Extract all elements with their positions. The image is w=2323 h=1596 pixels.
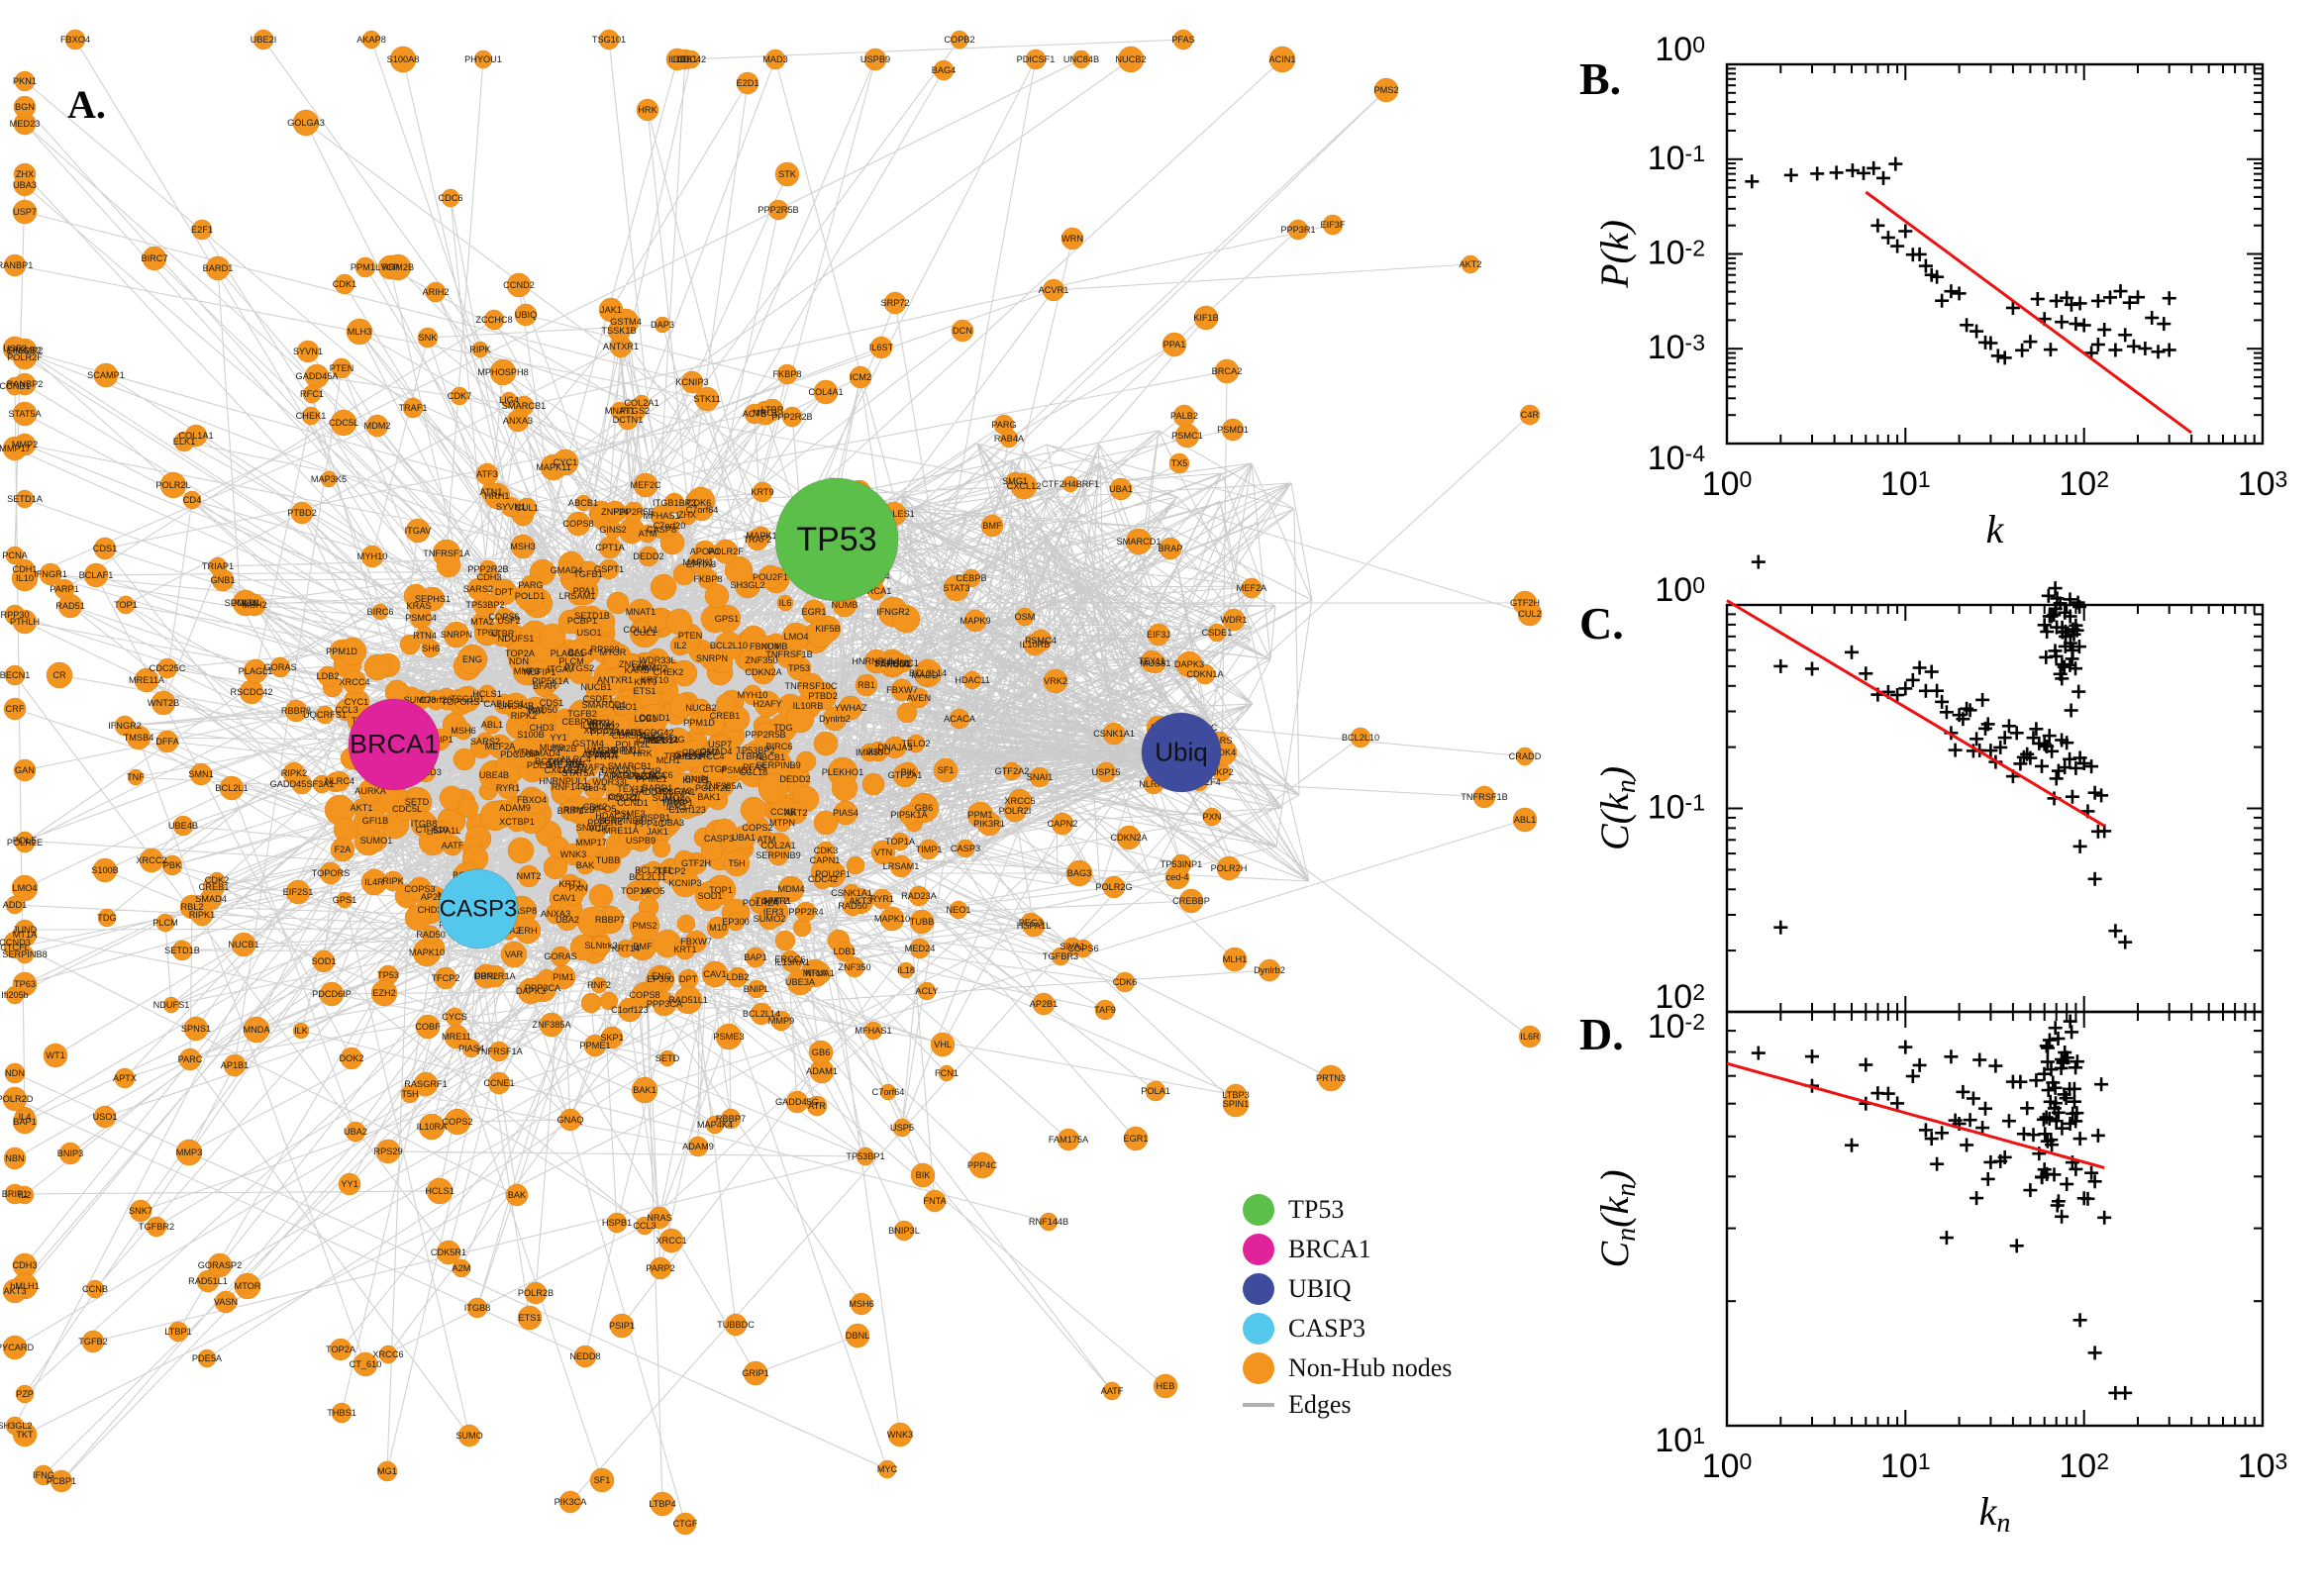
svg-text:101: 101 xyxy=(1655,1422,1705,1459)
svg-text:100: 100 xyxy=(1702,465,1753,503)
svg-text:Cn(kn): Cn(kn) xyxy=(1592,1169,1642,1267)
svg-text:101: 101 xyxy=(1880,465,1931,503)
svg-text:D.: D. xyxy=(1579,1009,1624,1059)
svg-text:P(k): P(k) xyxy=(1592,220,1637,289)
svg-text:10-1: 10-1 xyxy=(1648,789,1705,827)
svg-text:10-2: 10-2 xyxy=(1648,235,1705,272)
svg-text:102: 102 xyxy=(2059,465,2109,503)
svg-text:C(kn): C(kn) xyxy=(1592,766,1642,850)
svg-text:10-4: 10-4 xyxy=(1648,440,1705,477)
svg-text:10-3: 10-3 xyxy=(1648,329,1705,366)
svg-text:103: 103 xyxy=(2238,465,2288,503)
svg-text:k: k xyxy=(1986,507,2005,551)
svg-text:102: 102 xyxy=(2059,1447,2109,1485)
svg-text:10-1: 10-1 xyxy=(1648,140,1705,177)
svg-text:C.: C. xyxy=(1579,598,1624,648)
svg-text:kn: kn xyxy=(1979,1489,2011,1539)
svg-text:101: 101 xyxy=(1880,1447,1931,1485)
svg-text:100: 100 xyxy=(1702,1447,1753,1485)
svg-text:100: 100 xyxy=(1655,31,1705,68)
svg-text:103: 103 xyxy=(2238,1447,2288,1485)
svg-text:B.: B. xyxy=(1579,53,1621,104)
svg-text:100: 100 xyxy=(1655,571,1705,609)
